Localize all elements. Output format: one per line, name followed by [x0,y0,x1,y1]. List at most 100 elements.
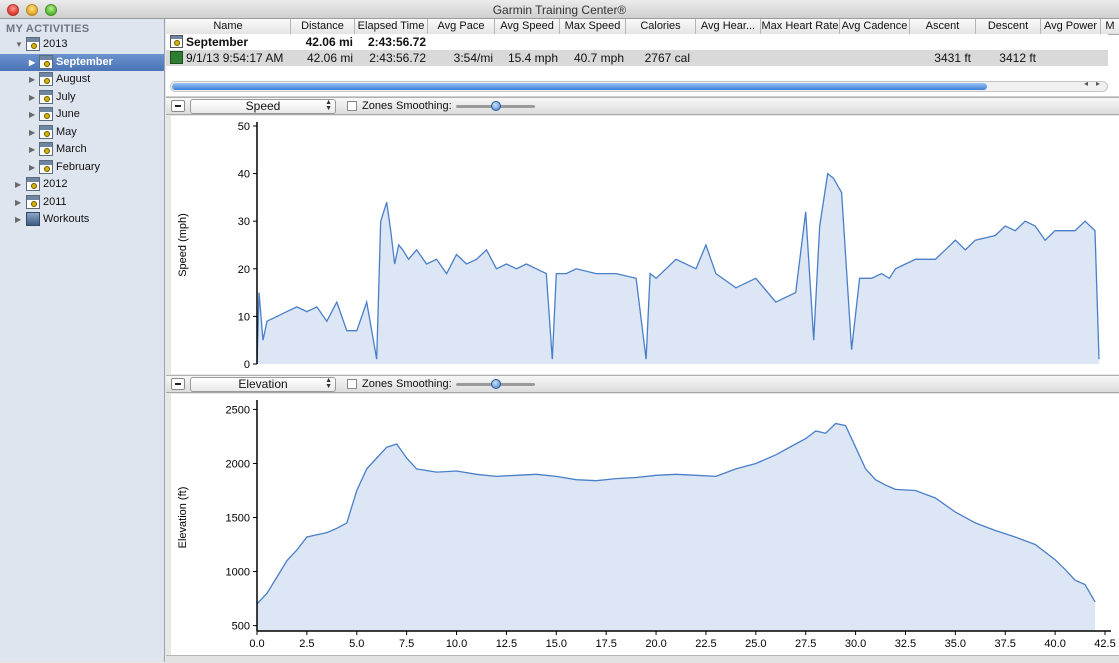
calendar-icon [39,90,53,104]
disclosure-collapsed-icon[interactable]: ▶ [29,75,36,84]
scrollbar-thumb[interactable] [172,83,987,90]
sidebar-item-july[interactable]: ▶ July [0,89,164,106]
sidebar-item-label: May [56,126,77,138]
title-bar: Garmin Training Center® [0,0,1119,19]
column-header-ascent[interactable]: Ascent [910,19,976,34]
cell-avg-speed: 15.4 mph [507,51,558,65]
y-tick-label: 40 [238,169,250,181]
sidebar-item-march[interactable]: ▶ March [0,141,164,158]
x-tick-label: 42.5 [1094,638,1115,650]
disclosure-collapsed-icon[interactable]: ▶ [29,163,36,172]
y-tick-label: 30 [238,216,250,228]
y-tick-label: 50 [238,121,250,133]
cell-max-speed: 40.7 mph [573,51,624,65]
cell-name: 9/1/13 9:54:17 AM [186,51,284,65]
y-tick-label: 2000 [226,458,250,470]
disclosure-collapsed-icon[interactable]: ▶ [15,180,22,189]
sidebar-item-workouts[interactable]: ▶ Workouts [0,211,164,228]
table-row-activity[interactable]: 9/1/13 9:54:17 AM 42.06 mi 2:43:56.72 3:… [166,50,1108,66]
sidebar-item-2011[interactable]: ▶ 2011 [0,194,164,211]
graph-metric-select[interactable]: Elevation ▲ ▼ [190,377,336,392]
activities-sidebar: MY ACTIVITIES ▼ 2013 ▶ September ▶ Augus… [0,19,165,662]
disclosure-expanded-icon[interactable]: ▼ [15,40,23,49]
column-header-distance[interactable]: Distance [291,19,355,34]
x-tick-label: 22.5 [695,638,716,650]
column-header-avg-speed[interactable]: Avg Speed [495,19,560,34]
disclosure-collapsed-icon[interactable]: ▶ [29,145,36,154]
series-line [256,172,1100,365]
window-title: Garmin Training Center® [492,3,627,17]
calendar-icon [39,125,53,139]
disclosure-collapsed-icon[interactable]: ▶ [29,110,36,119]
column-header-elapsed-time[interactable]: Elapsed Time [355,19,428,34]
status-bar [166,655,1119,663]
collapse-graph-button[interactable] [171,100,185,112]
y-axis-label: Speed (mph) [177,213,189,277]
zoom-window-button[interactable] [45,4,57,16]
sidebar-header: MY ACTIVITIES [6,23,90,35]
y-tick-label: 1500 [226,513,250,525]
x-tick-label: 32.5 [895,638,916,650]
cell-distance: 42.06 mi [306,51,353,65]
column-header-avg-cadence[interactable]: Avg Cadence [840,19,910,34]
column-header-name[interactable]: Name [166,19,291,34]
sidebar-item-2012[interactable]: ▶ 2012 [0,176,164,193]
zones-label: Zones [362,378,393,390]
graph-metric-value: Elevation [238,377,288,391]
x-tick-label: 0.0 [249,638,264,650]
zones-checkbox[interactable] [347,379,357,389]
x-tick-label: 17.5 [595,638,616,650]
scroll-right-arrow-icon[interactable]: ▸ [1096,79,1101,88]
collapse-graph-button[interactable] [171,378,185,390]
scroll-left-arrow-icon[interactable]: ◂ [1084,79,1089,88]
column-header-avg-heart-rate[interactable]: Avg Hear... [696,19,761,34]
column-header-max-heart-rate[interactable]: Max Heart Rate [761,19,840,34]
cell-name: September [186,35,249,49]
column-header-avg-power[interactable]: Avg Power [1041,19,1101,34]
smoothing-slider-knob[interactable] [491,101,501,111]
activity-table: Name Distance Elapsed Time Avg Pace Avg … [166,19,1119,96]
close-window-button[interactable] [7,4,19,16]
sidebar-item-label: June [56,108,80,120]
horizontal-scrollbar[interactable] [170,81,1108,92]
cell-calories: 2767 cal [644,51,690,65]
calendar-icon [39,107,53,121]
column-header-overflow[interactable]: M [1105,20,1115,32]
x-tick-label: 35.0 [945,638,966,650]
calendar-icon [170,35,183,48]
column-header-descent[interactable]: Descent [976,19,1041,34]
column-header-max-speed[interactable]: Max Speed [560,19,626,34]
zones-checkbox[interactable] [347,101,357,111]
disclosure-collapsed-icon[interactable]: ▶ [15,215,22,224]
series-line [256,422,1096,605]
column-header-avg-pace[interactable]: Avg Pace [428,19,495,34]
y-tick-label: 0 [244,359,250,371]
sidebar-item-june[interactable]: ▶ June [0,106,164,123]
calendar-icon [39,160,53,174]
graph-metric-value: Speed [245,99,281,113]
calendar-icon [39,72,53,86]
sidebar-item-february[interactable]: ▶ February [0,159,164,176]
series-area-fill [257,423,1095,631]
disclosure-collapsed-icon[interactable]: ▶ [29,58,36,67]
sidebar-item-2013[interactable]: ▼ 2013 [0,36,164,53]
sidebar-item-september[interactable]: ▶ September [0,54,164,71]
graph-metric-select[interactable]: Speed ▲ ▼ [190,99,336,114]
smoothing-label: Smoothing: [396,100,452,112]
table-row-summary[interactable]: September 42.06 mi 2:43:56.72 [166,34,1108,50]
column-header-calories[interactable]: Calories [626,19,696,34]
y-tick-label: 500 [232,621,250,633]
sidebar-item-august[interactable]: ▶ August [0,71,164,88]
disclosure-collapsed-icon[interactable]: ▶ [29,128,36,137]
sidebar-item-may[interactable]: ▶ May [0,124,164,141]
speed-chart: 0 10 20 30 40 50 Speed (mph) [171,116,1119,374]
smoothing-slider-knob[interactable] [491,379,501,389]
disclosure-collapsed-icon[interactable]: ▶ [15,198,22,207]
x-tick-label: 30.0 [845,638,866,650]
x-tick-label: 27.5 [795,638,816,650]
running-activity-icon [170,51,183,64]
sidebar-item-label: Workouts [43,213,90,225]
minimize-window-button[interactable] [26,4,38,16]
disclosure-collapsed-icon[interactable]: ▶ [29,93,36,102]
sidebar-item-label: August [56,73,91,85]
